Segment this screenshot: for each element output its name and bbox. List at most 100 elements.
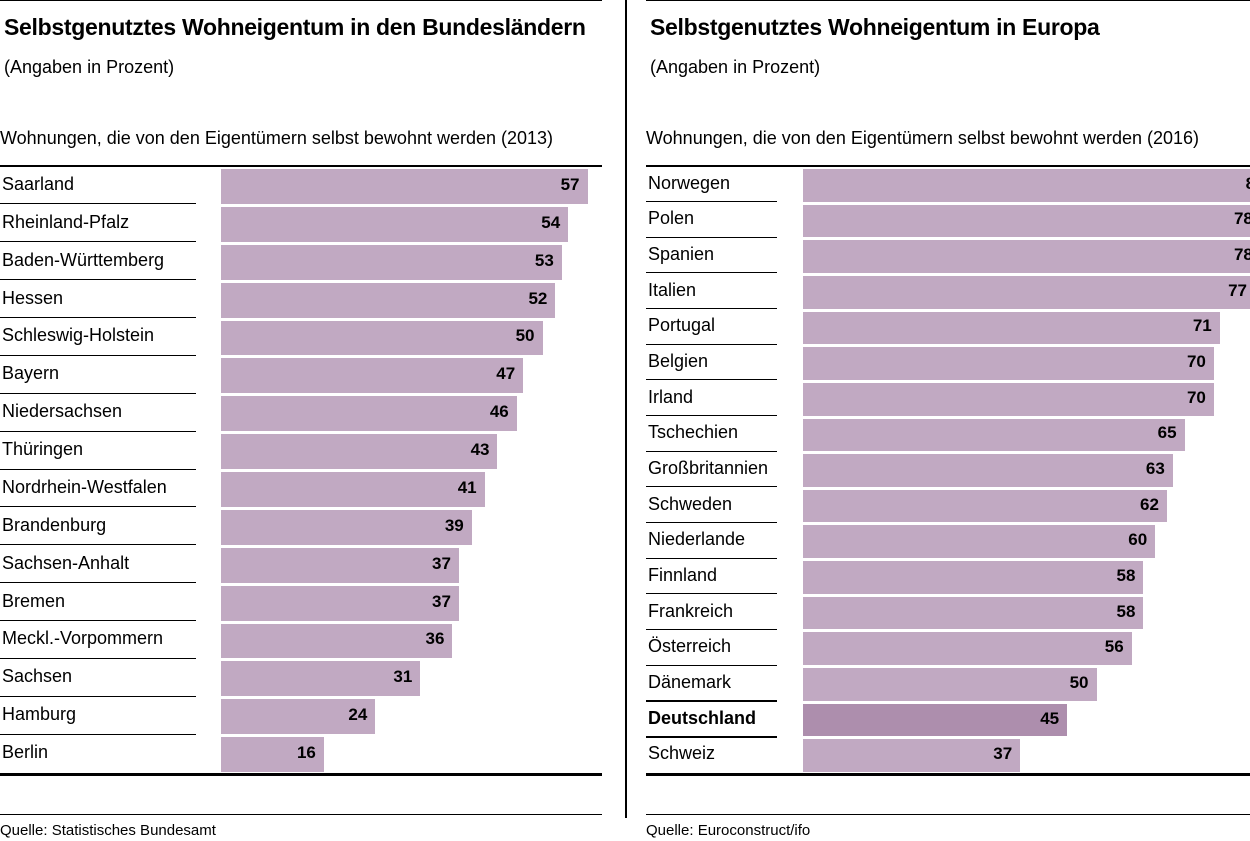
bar-row: Bremen 37 (0, 584, 602, 622)
bar (221, 699, 376, 735)
category-label: Niederlande (648, 529, 746, 550)
value-label: 58 (1116, 601, 1136, 621)
footer-rule (0, 814, 602, 815)
category-label: Hessen (2, 287, 64, 308)
value-label: 54 (541, 212, 561, 232)
bar (221, 244, 562, 280)
row-separator (646, 343, 777, 345)
value-label: 37 (431, 553, 451, 573)
bar-row: Schweiz 37 (646, 737, 1250, 773)
bar (803, 169, 1250, 202)
category-label: Sachsen (2, 666, 73, 687)
bar (803, 204, 1250, 238)
category-label: Dänemark (648, 671, 732, 692)
bar (221, 661, 421, 697)
value-label: 50 (1069, 672, 1089, 692)
value-label: 58 (1116, 565, 1136, 585)
bar-row: Finnland 58 (646, 559, 1250, 595)
value-label: 37 (993, 744, 1013, 764)
bar-plot-area: Saarland 57 Rheinland-Pfalz 54 Baden-Württem… (0, 167, 602, 773)
bar-row: Niederlande 60 (646, 523, 1250, 559)
value-label: 41 (457, 477, 477, 497)
category-label: Tschechien (648, 422, 739, 443)
bar-row: Saarland 57 (0, 167, 602, 205)
category-label: Meckl.-Vorpommern (2, 628, 164, 649)
bar-row: Niedersachsen 46 (0, 394, 602, 432)
row-separator (0, 733, 196, 735)
bar (803, 240, 1250, 273)
row-separator (646, 486, 777, 488)
bar-row: Schleswig-Holstein 50 (0, 319, 602, 357)
row-separator (646, 379, 777, 381)
chart-caption: Wohnungen, die von den Eigentümern selbs… (646, 128, 1200, 148)
category-label: Irland (648, 386, 694, 407)
bar (803, 311, 1220, 345)
bar-row: Tschechien 65 (646, 417, 1250, 453)
row-separator (646, 664, 777, 666)
bar (221, 434, 498, 469)
category-label: Spanien (648, 244, 715, 265)
bar (803, 668, 1097, 701)
value-label: 45 (1040, 708, 1060, 728)
chart-source: Quelle: Euroconstruct/ifo (646, 822, 811, 839)
row-separator (646, 236, 777, 238)
value-label: 47 (496, 364, 516, 384)
bar (221, 737, 324, 772)
row-separator (646, 593, 777, 595)
bar-plot-area: Norwegen 80 Polen 78 Spanien 78 Italien 77 Portu… (646, 167, 1250, 773)
category-label: Großbritannien (648, 457, 769, 478)
panel-divider (625, 0, 627, 818)
bar (803, 703, 1068, 737)
chart-title: Selbstgenutztes Wohneigentum in den Bund… (4, 14, 586, 40)
category-label: Berlin (2, 742, 49, 763)
category-label: Schweiz (648, 743, 716, 764)
row-separator (0, 468, 196, 470)
value-label: 60 (1128, 530, 1148, 550)
category-label: Polen (648, 208, 695, 229)
value-label: 77 (1228, 280, 1247, 300)
bar-row: Deutschland 45 (646, 700, 1250, 738)
chart-source: Quelle: Statistisches Bundesamt (0, 822, 216, 839)
value-label: 62 (1140, 494, 1159, 514)
value-label: 57 (560, 174, 580, 194)
value-label: 24 (348, 705, 368, 725)
category-label: Frankreich (648, 600, 734, 621)
header-rule (646, 165, 1250, 167)
top-rule (0, 0, 602, 1)
chart-subtitle: (Angaben in Prozent) (4, 57, 175, 77)
row-separator (0, 203, 196, 205)
bar-row: Polen 78 (646, 203, 1250, 239)
bar (803, 525, 1156, 559)
bar-row: Großbritannien 63 (646, 452, 1250, 488)
bar-row: Meckl.-Vorpommern 36 (0, 622, 602, 660)
bar-row: Thüringen 43 (0, 432, 602, 470)
category-label: Bremen (2, 590, 66, 611)
bar-row: Brandenburg 39 (0, 508, 602, 546)
category-label: Schweden (648, 493, 733, 514)
bar (221, 396, 517, 432)
value-label: 37 (431, 591, 451, 611)
bar (803, 739, 1021, 772)
bar-row: Dänemark 50 (646, 666, 1250, 702)
bar (221, 320, 543, 356)
bar-row: Frankreich 58 (646, 595, 1250, 631)
bar (221, 206, 569, 242)
category-label: Saarland (2, 173, 75, 194)
chart-subtitle: (Angaben in Prozent) (650, 57, 821, 77)
category-label: Sachsen-Anhalt (2, 552, 130, 573)
row-separator (0, 544, 196, 546)
value-label: 50 (515, 326, 535, 346)
value-label: 56 (1104, 637, 1124, 657)
top-rule (646, 0, 1250, 1)
chart-caption: Wohnungen, die von den Eigentümern selbs… (0, 128, 554, 148)
footer-rule (646, 814, 1250, 815)
row-separator (646, 272, 777, 274)
row-separator (646, 415, 777, 417)
row-separator (646, 450, 777, 452)
bar-row: Norwegen 80 (646, 167, 1250, 203)
row-separator (646, 557, 777, 559)
bar-row: Spanien 78 (646, 238, 1250, 274)
bar (221, 547, 459, 583)
bar-row: Bayern 47 (0, 356, 602, 394)
bar-row: Italien 77 (646, 274, 1250, 310)
